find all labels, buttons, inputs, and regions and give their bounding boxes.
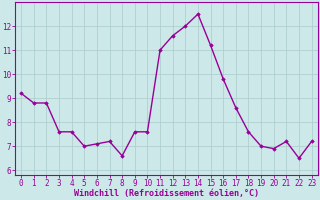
X-axis label: Windchill (Refroidissement éolien,°C): Windchill (Refroidissement éolien,°C) [74, 189, 259, 198]
